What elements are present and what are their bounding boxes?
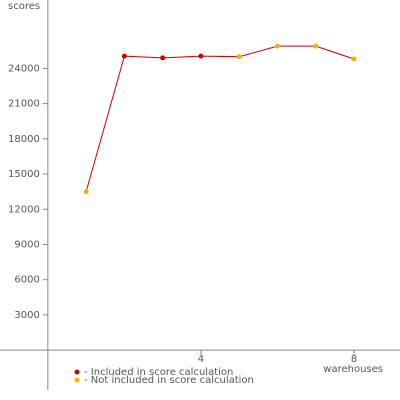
data-point (351, 56, 357, 62)
data-line (85, 45, 355, 192)
legend-marker (74, 377, 80, 383)
data-point (313, 43, 319, 49)
y-tick-label: 6000 (14, 275, 39, 286)
y-tick-label: 3000 (14, 310, 39, 321)
x-tick-label: 8 (351, 354, 357, 365)
x-tick-label: 4 (198, 354, 204, 365)
x-axis-label: warehouses (323, 364, 383, 375)
data-point (275, 43, 281, 49)
legend-label: - Included in score calculation (84, 367, 233, 378)
y-tick-label: 9000 (14, 239, 39, 250)
y-tick-label: 24000 (8, 63, 40, 74)
y-tick-label: 15000 (8, 169, 40, 180)
y-axis-label: scores (8, 1, 40, 12)
legend-label: - Not included in score calculation (84, 375, 254, 386)
y-tick-label: 21000 (8, 99, 40, 110)
data-point (160, 55, 166, 61)
y-tick-label: 12000 (8, 204, 40, 215)
data-point (83, 189, 89, 195)
data-point (198, 53, 204, 59)
data-point (121, 53, 127, 59)
data-point (236, 54, 242, 60)
y-tick-label: 18000 (8, 134, 40, 145)
legend-marker (74, 369, 80, 375)
